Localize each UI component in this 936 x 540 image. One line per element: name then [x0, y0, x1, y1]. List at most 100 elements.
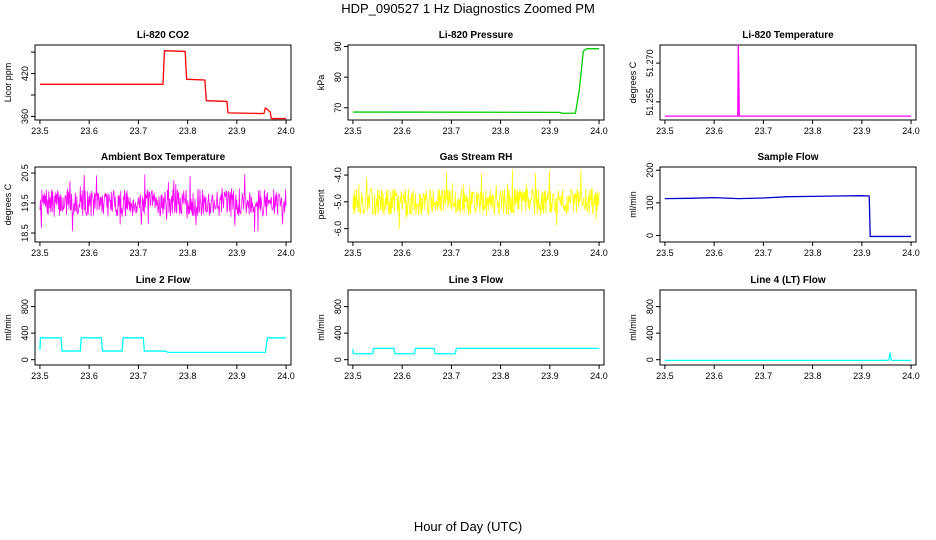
- panel-title: Gas Stream RH: [440, 152, 513, 163]
- series-line-li-820-co2: [39, 50, 287, 120]
- y-tick-label: 0: [20, 357, 30, 362]
- y-tick-label: 0: [333, 357, 343, 362]
- y-axis-label: percent: [316, 189, 326, 220]
- x-tick-label: 23.8: [492, 371, 510, 381]
- x-tick-label: 23.9: [853, 371, 871, 381]
- y-axis-label: kPa: [316, 75, 326, 91]
- plot-frame: [347, 166, 605, 243]
- plot-frame: [659, 289, 917, 366]
- x-tick-label: 24.0: [590, 248, 608, 258]
- y-tick-label: 18.5: [20, 224, 30, 242]
- x-tick-label: 23.8: [179, 126, 197, 136]
- panel-ambient-box-temperature: Ambient Box Temperature 23.5 23.6 23.7 23.8 2…: [3, 152, 295, 258]
- x-tick-label: 23.9: [853, 126, 871, 136]
- plot-frame: [659, 44, 917, 121]
- x-tick-label: 23.9: [541, 248, 559, 258]
- x-tick-label: 23.9: [541, 126, 559, 136]
- panel-line-3-flow: Line 3 Flow 23.5 23.6 23.7 23.8 23.9 24.0 0 400 8…: [316, 275, 608, 381]
- y-tick-label: -5.0: [333, 194, 343, 210]
- y-tick-label: 400: [645, 326, 655, 341]
- y-tick-label: 0: [645, 233, 655, 238]
- x-tick-label: 23.6: [80, 126, 98, 136]
- y-axis-label: ml/min: [316, 314, 326, 341]
- x-tick-label: 23.5: [344, 126, 362, 136]
- x-axis-label: Hour of Day (UTC): [414, 519, 522, 534]
- x-tick-label: 23.5: [31, 248, 49, 258]
- x-tick-label: 23.6: [705, 248, 723, 258]
- x-tick-label: 23.6: [80, 248, 98, 258]
- y-tick-label: 20.5: [20, 164, 30, 182]
- x-tick-label: 23.6: [705, 371, 723, 381]
- x-tick-label: 23.9: [228, 371, 246, 381]
- x-tick-label: 23.8: [179, 248, 197, 258]
- panel-gas-stream-rh: Gas Stream RH 23.5 23.6 23.7 23.8 23.9 24.0 -6.…: [316, 152, 608, 258]
- y-tick-label: 19.5: [20, 194, 30, 212]
- panel-line-2-flow: Line 2 Flow 23.5 23.6 23.7 23.8 23.9 24.0 0 400 8…: [3, 275, 295, 381]
- x-tick-label: 23.8: [492, 126, 510, 136]
- y-tick-label: 360: [20, 109, 30, 124]
- x-tick-label: 23.7: [443, 126, 461, 136]
- y-tick-label: 400: [20, 326, 30, 341]
- y-axis-label: degrees C: [3, 183, 13, 225]
- x-tick-label: 23.7: [443, 371, 461, 381]
- x-tick-label: 24.0: [902, 248, 920, 258]
- x-tick-label: 23.8: [804, 371, 822, 381]
- x-tick-label: 23.6: [705, 126, 723, 136]
- x-tick-label: 23.7: [443, 248, 461, 258]
- x-tick-label: 23.8: [179, 371, 197, 381]
- x-tick-label: 24.0: [277, 248, 295, 258]
- x-tick-label: 24.0: [590, 371, 608, 381]
- x-tick-label: 23.7: [755, 248, 773, 258]
- x-tick-label: 23.8: [804, 126, 822, 136]
- series-line-line-3-flow: [352, 347, 600, 355]
- plot-frame: [34, 166, 292, 243]
- y-axis-label: Licor ppm: [3, 63, 13, 103]
- panel-li-820-pressure: Li-820 Pressure 23.5 23.6 23.7 23.8 23.9 24.0 7…: [316, 30, 608, 136]
- panel-title: Line 3 Flow: [449, 275, 504, 286]
- x-tick-label: 23.6: [80, 371, 98, 381]
- plot-frame: [659, 166, 917, 243]
- x-tick-label: 23.5: [344, 248, 362, 258]
- x-tick-label: 23.9: [228, 248, 246, 258]
- y-axis-label: degrees C: [628, 61, 638, 103]
- y-tick-label: 70: [333, 103, 343, 113]
- panel-title: Sample Flow: [757, 152, 818, 163]
- x-tick-label: 23.7: [130, 248, 148, 258]
- y-tick-label: -4.0: [333, 167, 343, 183]
- plot-frame: [347, 44, 605, 121]
- y-tick-label: 800: [645, 299, 655, 314]
- panel-line-4-lt-flow: Line 4 (LT) Flow 23.5 23.6 23.7 23.8 23.9 24.0…: [628, 275, 920, 381]
- x-tick-label: 24.0: [277, 126, 295, 136]
- y-tick-label: 90: [333, 42, 343, 52]
- x-tick-label: 23.9: [853, 248, 871, 258]
- y-tick-label: 80: [333, 72, 343, 82]
- y-tick-label: 800: [333, 299, 343, 314]
- y-tick-label: 100: [645, 195, 655, 210]
- x-tick-label: 24.0: [902, 126, 920, 136]
- panel-title: Ambient Box Temperature: [101, 152, 226, 163]
- x-tick-label: 23.6: [393, 126, 411, 136]
- series-line-li-820-temperature: [664, 44, 912, 117]
- x-tick-label: 23.5: [31, 371, 49, 381]
- y-tick-label: 0: [645, 357, 655, 362]
- x-tick-label: 23.7: [130, 126, 148, 136]
- y-tick-label: 400: [333, 326, 343, 341]
- x-tick-label: 23.5: [656, 248, 674, 258]
- panel-grid: Li-820 CO2 23.5 23.6 23.7 23.8 23.9 24.0 360 420…: [3, 30, 920, 381]
- x-tick-label: 23.7: [755, 126, 773, 136]
- y-axis-label: ml/min: [3, 314, 13, 341]
- panel-title: Li-820 Temperature: [742, 30, 834, 41]
- x-tick-label: 23.5: [31, 126, 49, 136]
- y-tick-label: 51.270: [645, 49, 655, 77]
- y-tick-label: 51.255: [645, 88, 655, 116]
- series-line-line-4-lt-flow: [664, 352, 912, 362]
- series-line-li-820-pressure: [352, 48, 600, 114]
- x-tick-label: 23.6: [393, 248, 411, 258]
- x-tick-label: 23.9: [541, 371, 559, 381]
- x-tick-label: 23.8: [804, 248, 822, 258]
- x-tick-label: 24.0: [277, 371, 295, 381]
- x-tick-label: 24.0: [902, 371, 920, 381]
- series-line-gas-stream-rh: [352, 169, 600, 230]
- x-tick-label: 23.7: [755, 371, 773, 381]
